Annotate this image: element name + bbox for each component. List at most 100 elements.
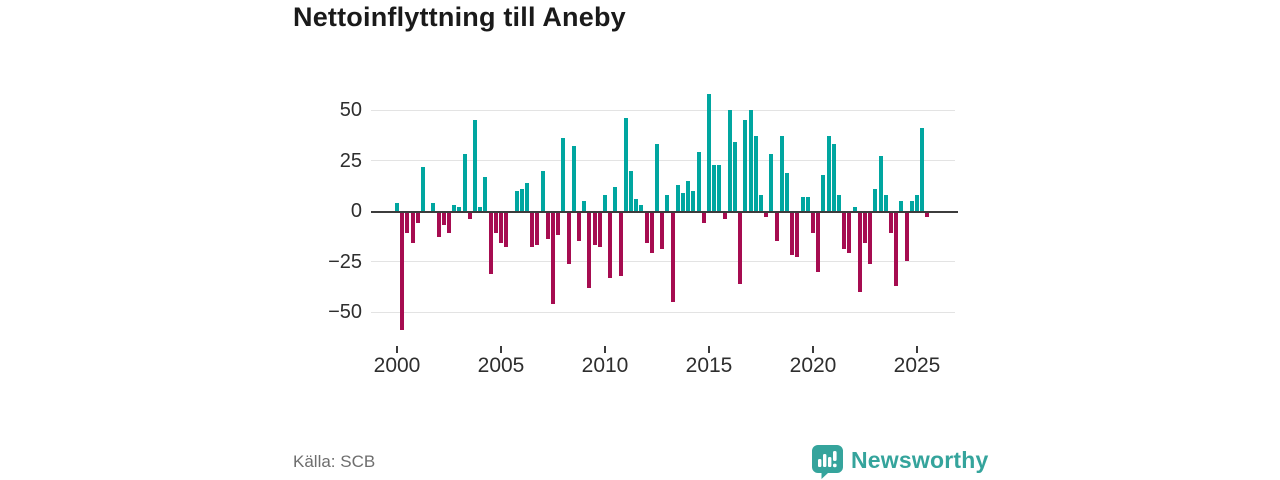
bar [473, 120, 477, 211]
gridline [371, 261, 955, 262]
bar [821, 174, 826, 211]
bar [499, 213, 503, 244]
bar [545, 213, 550, 240]
bar [920, 128, 925, 211]
bar [863, 213, 867, 244]
bar [748, 110, 753, 211]
bar [649, 213, 654, 254]
bar [639, 204, 644, 211]
bar [530, 213, 535, 248]
bar [525, 182, 529, 211]
bar [852, 206, 857, 211]
bar [670, 213, 675, 302]
bar [436, 213, 441, 238]
bar [457, 206, 462, 211]
bar [644, 213, 649, 244]
bar [608, 213, 613, 278]
bar [696, 152, 701, 211]
bar [478, 206, 483, 211]
bar [800, 196, 805, 211]
bar [587, 213, 592, 288]
gridline [371, 160, 955, 161]
bar [421, 166, 425, 211]
bar [462, 154, 467, 211]
bar [894, 213, 899, 286]
bar [764, 213, 769, 218]
bar [571, 146, 576, 211]
bar [618, 213, 623, 276]
bar [904, 213, 909, 262]
bar [873, 188, 878, 211]
bar [577, 213, 581, 242]
bar [811, 213, 815, 234]
bar [857, 213, 862, 292]
bar [395, 202, 399, 211]
bar [733, 142, 737, 211]
y-axis-tick-label: 50 [339, 99, 362, 121]
bar [785, 172, 789, 211]
bar [540, 170, 545, 211]
bar [743, 120, 748, 211]
x-axis-tick-label: 2010 [581, 354, 629, 377]
x-axis-tick-label: 2025 [893, 354, 941, 377]
bar [623, 118, 628, 211]
bar [826, 136, 831, 211]
bar [431, 202, 436, 211]
bar [561, 138, 566, 211]
bar [878, 156, 883, 211]
bar [717, 164, 722, 211]
bar [535, 213, 540, 246]
bar [613, 186, 618, 211]
bar [467, 213, 472, 220]
bar [592, 213, 597, 246]
bar [488, 213, 493, 274]
bar [707, 93, 711, 211]
x-axis-tick [708, 346, 710, 353]
y-axis-tick-label: −50 [328, 301, 362, 323]
x-axis-tick [916, 346, 918, 353]
x-axis-tick [500, 346, 502, 353]
bar [405, 213, 410, 234]
bar [701, 213, 706, 224]
bar [753, 136, 758, 211]
newsworthy-logo-icon [812, 445, 843, 479]
bar [415, 213, 420, 224]
bar [686, 180, 691, 211]
bar [519, 188, 524, 211]
bar [556, 213, 561, 236]
bar [452, 204, 457, 211]
y-axis-tick-label: 25 [339, 149, 362, 172]
bar [675, 184, 680, 211]
brand-name: Newsworthy [851, 446, 989, 473]
bar [634, 198, 639, 211]
bar [665, 194, 670, 211]
bar [629, 170, 633, 211]
bar [660, 213, 665, 250]
bar [483, 176, 488, 211]
bar [816, 213, 821, 272]
zero-axis-line [371, 211, 958, 213]
bar [514, 190, 519, 211]
chart-title: Nettoinflyttning till Aneby [293, 2, 626, 32]
bar [759, 194, 763, 211]
bar [769, 154, 774, 211]
bar [790, 213, 795, 256]
gridline [371, 109, 955, 111]
bar [915, 194, 919, 211]
bar [681, 192, 685, 211]
bar [691, 190, 696, 211]
bar [722, 213, 727, 220]
bar [774, 213, 779, 242]
source-note: Källa: SCB [293, 452, 376, 471]
bar [795, 213, 800, 258]
bar [889, 213, 893, 234]
bar [805, 196, 810, 211]
bar [447, 213, 451, 234]
x-axis-tick [812, 346, 814, 353]
bar [779, 136, 784, 211]
bar [837, 194, 841, 211]
brand-footer: Newsworthy [812, 445, 988, 479]
x-axis-tick [396, 346, 398, 353]
bar [400, 213, 405, 331]
